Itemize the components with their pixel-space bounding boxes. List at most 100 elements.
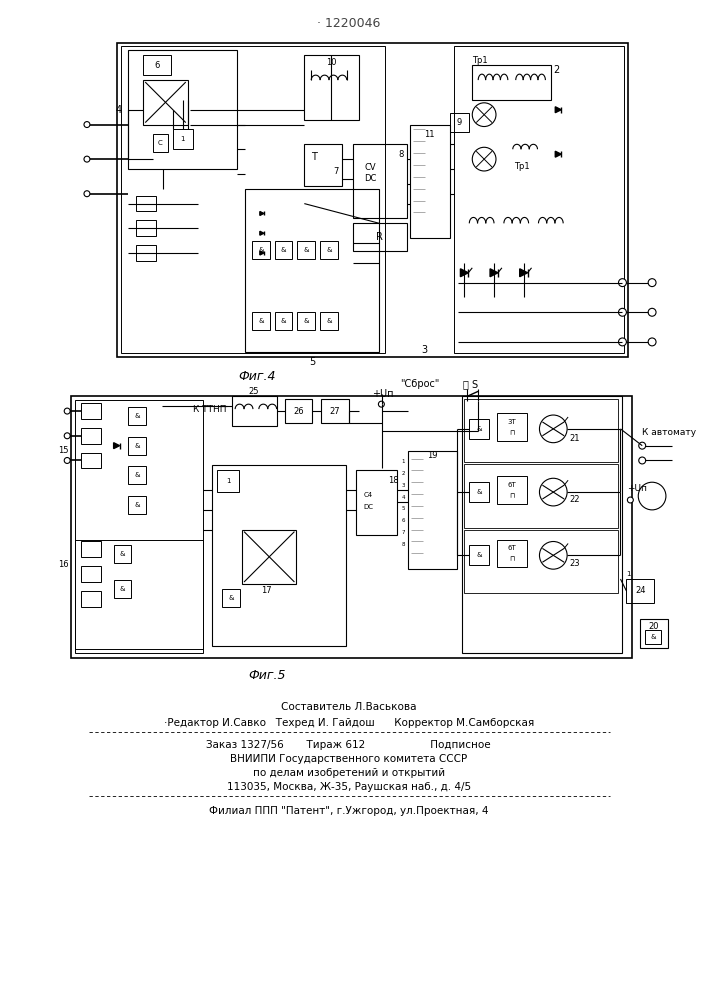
Text: &: & xyxy=(326,247,332,253)
Circle shape xyxy=(619,338,626,346)
Bar xyxy=(129,407,146,425)
Bar xyxy=(144,55,171,75)
Bar xyxy=(464,399,617,462)
Text: 27: 27 xyxy=(329,407,340,416)
Bar xyxy=(136,220,156,236)
Bar xyxy=(81,566,101,582)
Circle shape xyxy=(84,122,90,128)
Text: К ТТНП: К ТТНП xyxy=(193,405,226,414)
Circle shape xyxy=(84,191,90,197)
Circle shape xyxy=(64,433,70,439)
Bar xyxy=(497,540,527,567)
Text: ВНИИПИ Государственного комитета СССР: ВНИИПИ Государственного комитета СССР xyxy=(230,754,467,764)
Text: +Uп: +Uп xyxy=(372,389,393,399)
Circle shape xyxy=(627,497,633,503)
Bar xyxy=(497,476,527,504)
Circle shape xyxy=(84,156,90,162)
Bar xyxy=(320,241,338,259)
Bar xyxy=(469,482,489,502)
Text: &: & xyxy=(326,318,332,324)
Bar xyxy=(252,312,270,330)
Circle shape xyxy=(472,147,496,171)
Bar xyxy=(222,589,240,607)
Bar xyxy=(136,196,156,211)
Circle shape xyxy=(64,458,70,463)
Polygon shape xyxy=(520,269,527,277)
Text: 4: 4 xyxy=(115,105,122,115)
Circle shape xyxy=(472,103,496,127)
Text: &: & xyxy=(477,552,482,558)
Text: &: & xyxy=(281,247,286,253)
Bar xyxy=(304,144,342,186)
Text: Тр1: Тр1 xyxy=(472,56,488,65)
Text: &: & xyxy=(303,247,309,253)
Text: &: & xyxy=(303,318,309,324)
Bar xyxy=(645,630,661,644)
Text: &: & xyxy=(650,634,656,640)
Bar xyxy=(321,399,349,423)
Text: &: & xyxy=(134,413,140,419)
Polygon shape xyxy=(260,251,264,255)
Bar xyxy=(114,545,132,563)
Circle shape xyxy=(638,482,666,510)
Bar xyxy=(410,125,450,238)
Text: 11: 11 xyxy=(424,130,435,139)
Polygon shape xyxy=(260,211,264,215)
Text: 8: 8 xyxy=(399,150,404,159)
Bar xyxy=(464,530,617,593)
Text: &: & xyxy=(281,318,286,324)
Circle shape xyxy=(378,401,385,407)
Text: 9: 9 xyxy=(457,118,462,127)
Bar xyxy=(153,134,168,152)
Bar xyxy=(353,223,407,251)
Polygon shape xyxy=(114,443,119,449)
Text: 1: 1 xyxy=(402,459,405,464)
Bar xyxy=(245,189,380,352)
Text: 3: 3 xyxy=(422,345,428,355)
Text: по делам изобретений и открытий: по делам изобретений и открытий xyxy=(252,768,445,778)
Text: ⫾ S: ⫾ S xyxy=(463,379,478,389)
Text: C: C xyxy=(158,140,163,146)
Text: Филиал ППП "Патент", г.Ужгород, ул.Проектная, 4: Филиал ППП "Патент", г.Ужгород, ул.Проек… xyxy=(209,806,489,816)
Text: T: T xyxy=(311,152,317,162)
Text: 7: 7 xyxy=(402,530,405,535)
Text: 15: 15 xyxy=(58,446,69,455)
Bar xyxy=(641,619,668,648)
Text: 4: 4 xyxy=(402,495,405,500)
Bar xyxy=(81,591,101,607)
Text: Фиг.5: Фиг.5 xyxy=(248,669,286,682)
Text: C4: C4 xyxy=(364,492,373,498)
Bar xyxy=(71,396,632,658)
Text: ⊓: ⊓ xyxy=(509,430,515,436)
Text: CV: CV xyxy=(365,163,376,172)
Text: ⊓: ⊓ xyxy=(509,556,515,562)
Text: 6T: 6T xyxy=(508,482,516,488)
Text: DC: DC xyxy=(363,504,373,510)
Bar xyxy=(626,579,654,603)
Bar xyxy=(469,419,489,439)
Text: 3: 3 xyxy=(402,483,405,488)
Text: 6T: 6T xyxy=(508,545,516,551)
Bar xyxy=(356,470,397,535)
Polygon shape xyxy=(260,231,264,235)
Circle shape xyxy=(539,541,567,569)
Bar xyxy=(75,540,202,649)
Bar xyxy=(408,451,457,569)
Text: 10: 10 xyxy=(326,58,337,67)
Text: 1: 1 xyxy=(180,136,185,142)
Text: &: & xyxy=(228,595,234,601)
Text: 5: 5 xyxy=(309,357,315,367)
Bar xyxy=(304,55,358,120)
Circle shape xyxy=(619,308,626,316)
Bar xyxy=(497,413,527,441)
Bar xyxy=(320,312,338,330)
Circle shape xyxy=(638,457,645,464)
Text: 6: 6 xyxy=(154,61,160,70)
Bar xyxy=(136,245,156,261)
Circle shape xyxy=(539,415,567,443)
Bar xyxy=(298,241,315,259)
Bar xyxy=(117,43,629,357)
Bar xyxy=(81,403,101,419)
Text: К автомату: К автомату xyxy=(642,428,696,437)
Bar xyxy=(284,399,312,423)
